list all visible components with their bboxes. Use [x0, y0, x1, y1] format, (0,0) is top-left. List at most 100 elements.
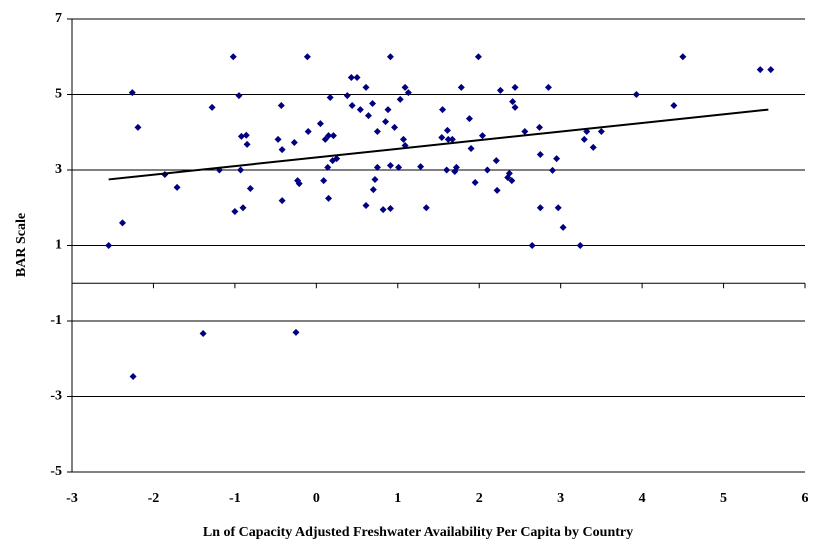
point: [422, 204, 430, 212]
point: [333, 155, 341, 163]
point: [401, 83, 409, 91]
point: [417, 163, 425, 171]
point: [511, 83, 519, 91]
point: [471, 178, 479, 186]
point: [295, 180, 303, 188]
point: [474, 53, 482, 61]
point: [239, 204, 247, 212]
point: [505, 169, 513, 177]
point: [386, 205, 394, 213]
point: [290, 138, 298, 146]
point: [386, 53, 394, 61]
point: [277, 101, 285, 109]
point: [576, 242, 584, 249]
point: [395, 163, 403, 171]
point: [324, 163, 332, 171]
x-tick-label: 0: [313, 491, 320, 506]
point: [118, 219, 126, 227]
point: [553, 155, 561, 163]
point: [373, 127, 381, 135]
point: [382, 118, 390, 126]
point: [632, 91, 640, 98]
point: [303, 53, 311, 61]
point: [229, 53, 237, 61]
point: [356, 106, 364, 114]
point: [549, 166, 557, 174]
point: [129, 372, 137, 380]
point: [452, 163, 460, 171]
y-tick-label: 1: [55, 238, 62, 253]
x-tick-label: 3: [557, 491, 564, 506]
point: [580, 135, 588, 143]
point: [278, 197, 286, 205]
point: [369, 186, 377, 194]
point: [246, 184, 254, 192]
point: [231, 208, 239, 216]
point: [467, 144, 475, 152]
point: [353, 74, 361, 82]
point: [496, 86, 504, 94]
point: [767, 66, 775, 74]
point: [243, 140, 251, 148]
point: [448, 135, 456, 143]
point: [396, 95, 404, 103]
point: [326, 94, 334, 102]
point: [304, 127, 312, 135]
point: [208, 103, 216, 111]
point: [134, 123, 142, 131]
y-axis-label: BAR Scale: [14, 213, 29, 277]
y-tick-label: -1: [50, 313, 62, 328]
point: [325, 194, 333, 202]
y-tick-label: 7: [55, 11, 62, 26]
x-tick-label: -1: [229, 491, 241, 506]
point: [536, 204, 544, 212]
point: [343, 92, 351, 100]
y-tick-label: -5: [50, 464, 62, 479]
point: [521, 127, 529, 135]
point: [597, 127, 605, 135]
point: [404, 89, 412, 97]
point: [493, 186, 501, 194]
y-tick-label: -3: [50, 389, 62, 404]
point: [511, 103, 519, 111]
point: [483, 166, 491, 174]
point: [386, 161, 394, 169]
y-tick-label: 5: [55, 87, 62, 102]
point: [325, 132, 333, 140]
point: [679, 53, 687, 61]
point: [371, 175, 379, 183]
x-tick-label: -3: [66, 491, 78, 506]
x-tick-label: 4: [639, 491, 646, 506]
point: [320, 177, 328, 185]
point: [554, 204, 562, 212]
point: [278, 146, 286, 154]
point: [756, 66, 764, 74]
point: [362, 83, 370, 91]
x-tick-label: 5: [720, 491, 727, 506]
point: [321, 135, 329, 143]
point: [105, 242, 113, 249]
trendline: [108, 108, 769, 181]
point: [384, 106, 392, 114]
point: [237, 166, 245, 174]
point: [508, 177, 516, 185]
point: [329, 132, 337, 140]
x-tick-label: 2: [476, 491, 483, 506]
point: [362, 201, 370, 209]
point: [364, 112, 372, 120]
point: [535, 123, 543, 131]
point: [237, 132, 245, 140]
point: [292, 328, 300, 336]
point: [443, 126, 451, 134]
point: [373, 163, 381, 171]
x-tick-label: -2: [148, 491, 160, 506]
point: [128, 89, 136, 97]
point: [528, 242, 536, 249]
point: [379, 206, 387, 214]
point: [492, 157, 500, 165]
point: [536, 151, 544, 159]
point: [274, 135, 282, 143]
point: [443, 166, 451, 174]
point: [444, 135, 452, 143]
point: [670, 101, 678, 109]
